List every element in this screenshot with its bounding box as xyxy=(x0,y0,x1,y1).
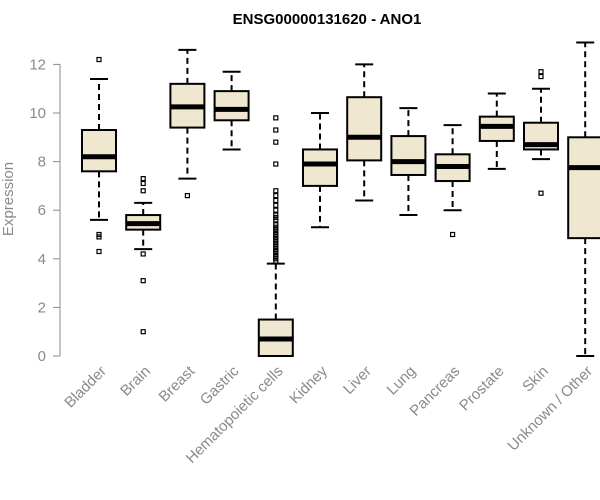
y-tick-label: 4 xyxy=(38,251,46,268)
box-group xyxy=(434,124,471,238)
outlier-point xyxy=(538,69,544,75)
x-tick-label: Breast xyxy=(156,362,199,405)
outlier-point xyxy=(273,188,279,194)
iqr-box xyxy=(346,96,383,162)
box-group xyxy=(213,70,250,151)
iqr-box xyxy=(390,135,427,176)
outlier-point xyxy=(273,161,279,167)
outlier-point xyxy=(140,278,146,284)
x-tick-label: Kidney xyxy=(286,362,331,407)
y-tick-label: 6 xyxy=(38,202,46,219)
box-group xyxy=(257,115,294,357)
iqr-box xyxy=(213,90,250,122)
outlier-point xyxy=(140,329,146,335)
box-group xyxy=(567,41,600,357)
box-group xyxy=(125,176,162,335)
iqr-box xyxy=(567,136,600,240)
box-group xyxy=(302,112,338,229)
x-tick-label: Brain xyxy=(117,363,154,400)
outlier-point xyxy=(273,258,279,264)
x-tick-label: Liver xyxy=(340,363,375,398)
outlier-point xyxy=(96,56,102,63)
outlier-point xyxy=(273,127,279,133)
iqr-box xyxy=(81,129,117,173)
chart-title: ENSG00000131620 - ANO1 xyxy=(233,11,422,28)
outlier-point xyxy=(273,202,279,208)
outlier-point xyxy=(538,73,544,80)
outlier-point xyxy=(273,207,279,213)
box-group xyxy=(346,63,383,202)
outlier-point xyxy=(273,217,279,223)
y-tick-label: 8 xyxy=(38,154,46,171)
box-group xyxy=(523,69,559,196)
outlier-point xyxy=(96,248,102,255)
y-tick-label: 0 xyxy=(38,348,46,365)
x-tick-label: Unknown / Other xyxy=(504,363,596,455)
outlier-point xyxy=(184,193,190,199)
outlier-point xyxy=(140,188,146,194)
outlier-point xyxy=(140,180,146,187)
x-tick-label: Prostate xyxy=(456,363,508,415)
box-series xyxy=(81,41,600,357)
outlier-point xyxy=(273,139,279,145)
y-axis: 0 2 4 6 8 10 12 xyxy=(29,56,61,365)
box-group xyxy=(81,56,117,255)
outlier-point xyxy=(273,193,279,199)
x-tick-label: Skin xyxy=(519,363,552,396)
outlier-point xyxy=(140,176,146,182)
box-group xyxy=(478,92,515,170)
outlier-point xyxy=(273,115,279,121)
outlier-point xyxy=(450,231,456,238)
y-tick-label: 12 xyxy=(29,56,46,73)
iqr-box xyxy=(302,148,338,187)
y-tick-label: 2 xyxy=(38,299,46,316)
outlier-point xyxy=(140,251,146,257)
outlier-point xyxy=(538,190,544,196)
box-group xyxy=(169,48,206,199)
x-tick-label: Lung xyxy=(384,363,420,399)
outlier-point xyxy=(96,234,102,240)
x-tick-label: Bladder xyxy=(61,363,110,412)
box-group xyxy=(390,107,427,217)
y-tick-label: 10 xyxy=(29,105,46,122)
outlier-point xyxy=(273,197,279,204)
y-axis-label: Expression xyxy=(0,162,17,236)
